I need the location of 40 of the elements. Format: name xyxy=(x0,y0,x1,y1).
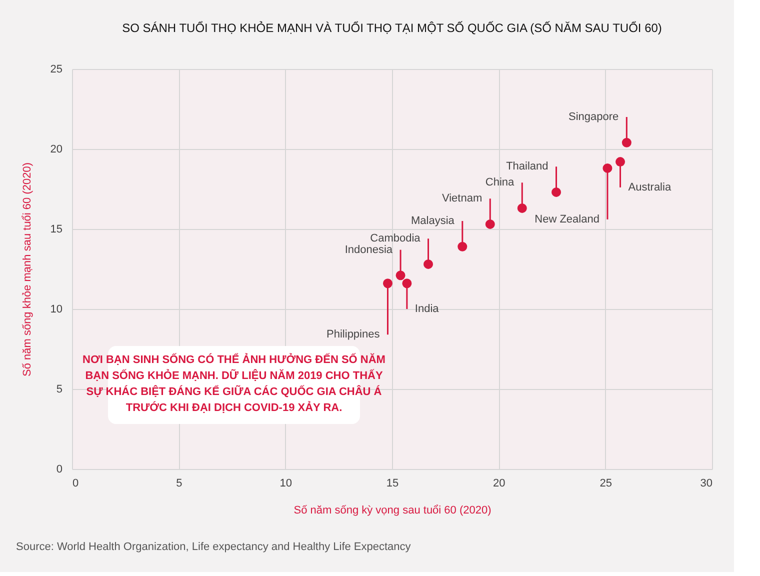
y-tick-label: 15 xyxy=(50,224,62,236)
annotation: Philippines xyxy=(326,328,380,341)
x-tick-label: 25 xyxy=(600,478,612,490)
point xyxy=(622,138,632,148)
y-tick-label: 20 xyxy=(50,144,62,156)
annotation: Cambodia xyxy=(370,232,422,245)
annotation: Singapore xyxy=(568,111,619,123)
y-tick-label: 10 xyxy=(50,304,62,316)
point xyxy=(517,203,527,213)
y-tick-label: 5 xyxy=(56,384,62,396)
x-axis-title: Số năm sống kỳ vọng sau tuổi 60 (2020) xyxy=(294,504,492,516)
x-tick-label: 10 xyxy=(280,478,292,490)
y-tick-label: 25 xyxy=(50,64,62,76)
y-axis-title: Số năm sống khỏe mạnh sau tuổi 60 (2020) xyxy=(21,162,34,377)
x-tick-label: 15 xyxy=(386,478,399,490)
point xyxy=(602,163,612,173)
point xyxy=(382,278,392,288)
annotation: New Zealand xyxy=(534,213,600,226)
annotation: NƠI BẠN SINH SỐNG CÓ THỂ ẢNH HƯỞNG ĐẾN SỐ NĂM BẠN SỐNG KHỎE MẠNH. DỮ LIỆU NĂM 2019 CHO THẤY SỰ KHÁC BIỆT ĐÁNG KỂ GIỮA CÁC QUỐC GIA CHÂU Á TRƯỚC KHI ĐẠI DỊCH COVID-19 XẢY RA. xyxy=(82,353,386,414)
point xyxy=(552,187,562,197)
annotation: India xyxy=(414,303,440,315)
annotation: Vietnam xyxy=(442,192,482,205)
point xyxy=(616,157,626,167)
x-tick-label: 0 xyxy=(72,478,79,490)
annotation: Malaysia xyxy=(410,215,456,227)
x-tick-label: 20 xyxy=(493,478,506,490)
annotation: Australia xyxy=(628,181,672,194)
x-tick-label: 5 xyxy=(176,478,182,490)
annotation: Thailand xyxy=(506,160,548,173)
chart-title: SO SÁNH TUỔI THỌ KHỎE MẠNH VÀ TUỔI THỌ TẠI MỘT SỐ QUỐC GIA (SỐ NĂM SAU TUỔI 60) xyxy=(122,21,662,35)
point xyxy=(485,219,495,229)
point xyxy=(402,278,412,288)
point xyxy=(458,242,468,252)
point xyxy=(424,259,434,269)
x-tick-label: 30 xyxy=(700,478,712,490)
point xyxy=(396,270,406,280)
source-note: Source: World Health Organization, Life expectancy and Healthy Life Expectancy xyxy=(16,541,412,553)
y-tick-label: 0 xyxy=(56,464,62,476)
annotation: China xyxy=(485,176,516,189)
annotation: Indonesia xyxy=(344,244,394,256)
